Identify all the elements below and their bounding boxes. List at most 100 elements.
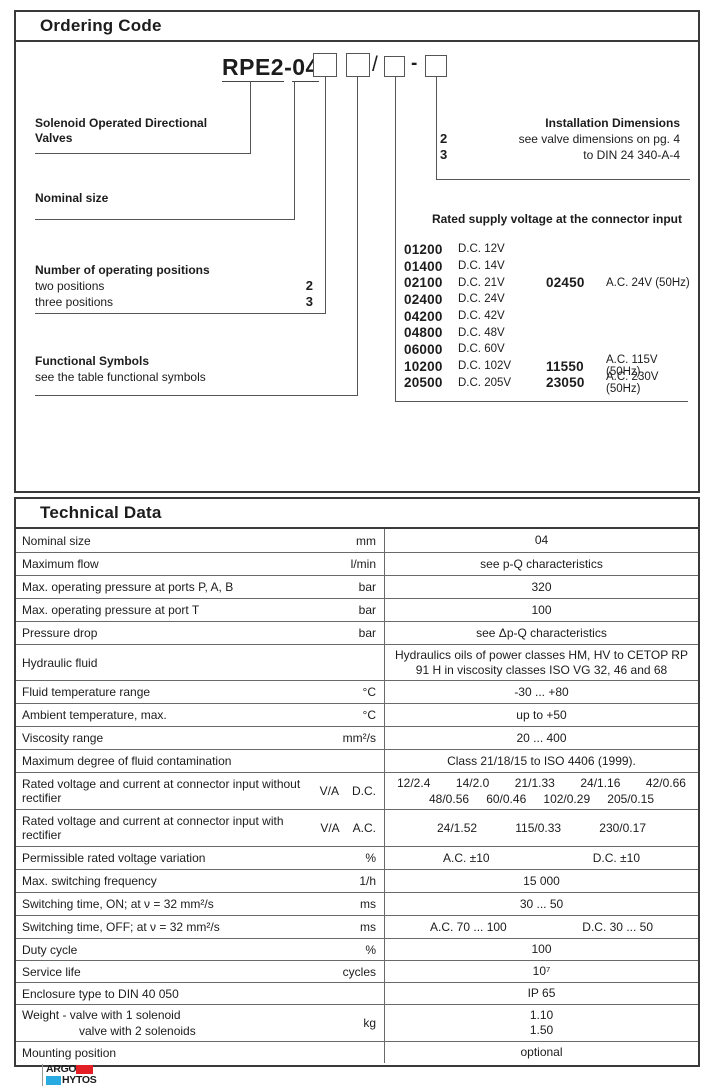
row-param: Max. operating pressure at ports P, A, B bbox=[22, 580, 234, 594]
row-value: IP 65 bbox=[527, 986, 556, 1000]
row-param: Maximum degree of fluid contamination bbox=[22, 754, 232, 768]
voltage-code-ac: 11550 bbox=[546, 358, 584, 374]
voltage-desc-dc: D.C. 60V bbox=[458, 343, 505, 356]
functional-symbols-subtitle: see the table functional symbols bbox=[35, 370, 206, 384]
underline-dimensions bbox=[436, 179, 690, 180]
tech-row-rated-voltage-ac: Rated voltage and current at connector i… bbox=[16, 809, 698, 846]
logo-text-hytos: HYTOS bbox=[62, 1074, 97, 1086]
row-param: Weight - valve with 1 solenoid bbox=[22, 1008, 181, 1022]
installation-option: 2 see valve dimensions on pg. 4 bbox=[440, 131, 680, 147]
underline-solenoid bbox=[35, 153, 251, 154]
argo-hytos-logo: ARGO HYTOS bbox=[42, 1063, 97, 1086]
voltage-row: 04200 D.C. 42V bbox=[404, 308, 690, 325]
connector-line-size bbox=[294, 81, 295, 219]
row-param-line2: valve with 2 solenoids bbox=[79, 1024, 196, 1038]
row-value-line: 12/2.4 14/2.0 21/1.33 24/1.16 42/0.66 bbox=[385, 775, 698, 791]
operating-positions-title: Number of operating positions bbox=[35, 263, 210, 277]
row-param: Switching time, OFF; at ν = 32 mm²/s bbox=[22, 920, 220, 934]
connector-line-positions bbox=[325, 77, 326, 313]
row-unit: kg bbox=[363, 1016, 376, 1030]
voltage-desc-ac: A.C. 230V (50Hz) bbox=[606, 370, 659, 395]
value-part: D.C. ±10 bbox=[592, 851, 640, 865]
row-value: 15 000 bbox=[523, 873, 560, 888]
row-unit-qualifier: A.C. bbox=[352, 821, 376, 835]
voltage-row: 02100 D.C. 21V 02450 A.C. 24V (50Hz) bbox=[404, 274, 690, 291]
installation-option-label: see valve dimensions on pg. 4 bbox=[518, 132, 680, 146]
voltage-row: 01400 D.C. 14V bbox=[404, 258, 690, 275]
tech-row-maximum-flow: Maximum flow l/min see p-Q characteristi… bbox=[16, 552, 698, 575]
nominal-size-label: Nominal size bbox=[35, 191, 109, 205]
row-value: 100 bbox=[531, 942, 552, 956]
row-value: 30 ... 50 bbox=[519, 896, 564, 911]
connector-line-prefix bbox=[250, 81, 251, 153]
value-pair: 21/1.33 bbox=[514, 776, 555, 790]
value-part: D.C. 30 ... 50 bbox=[582, 920, 653, 934]
row-value: 1.10 bbox=[529, 1008, 554, 1022]
position-option: three positions 3 bbox=[35, 294, 313, 310]
tech-row-duty-cycle: Duty cycle % 100 bbox=[16, 938, 698, 960]
position-option: two positions 2 bbox=[35, 278, 313, 294]
row-param: Max. switching frequency bbox=[22, 874, 157, 888]
tech-row-pressure-drop: Pressure drop bar see Δp-Q characteristi… bbox=[16, 621, 698, 644]
code-box-voltage bbox=[384, 56, 405, 77]
row-value-line: A.C. ±10 D.C. ±10 bbox=[385, 850, 698, 866]
row-value: Class 21/18/15 to ISO 4406 (1999). bbox=[447, 753, 636, 768]
row-unit: mm²/s bbox=[342, 731, 376, 745]
row-param: Service life bbox=[22, 964, 81, 979]
row-param: Switching time, ON; at ν = 32 mm²/s bbox=[22, 897, 214, 911]
row-unit: ms bbox=[360, 897, 376, 911]
position-option-label: two positions bbox=[35, 279, 105, 293]
value-pair: 24/1.52 bbox=[437, 821, 478, 835]
value-pair: 115/0.33 bbox=[515, 821, 562, 835]
connector-line-dimensions bbox=[436, 77, 437, 179]
logo-text-argo: ARGO bbox=[46, 1063, 77, 1075]
logo-left-rule bbox=[42, 1064, 43, 1086]
row-param: Nominal size bbox=[22, 533, 91, 548]
voltage-desc-ac: A.C. 24V (50Hz) bbox=[606, 276, 690, 289]
installation-option: 3 to DIN 24 340-A-4 bbox=[440, 147, 680, 163]
row-value: 10⁷ bbox=[532, 964, 551, 978]
logo-cyan-block bbox=[46, 1076, 61, 1085]
row-param: Maximum flow bbox=[22, 557, 99, 571]
voltage-row: 02400 D.C. 24V bbox=[404, 291, 690, 308]
tech-row-fluid-temperature: Fluid temperature range °C -30 ... +80 bbox=[16, 680, 698, 703]
row-unit: cycles bbox=[342, 964, 376, 979]
installation-option-code: 2 bbox=[440, 131, 448, 146]
logo-red-block bbox=[76, 1065, 94, 1074]
row-param: Rated voltage and current at connector i… bbox=[22, 814, 284, 842]
ordering-code-title: Ordering Code bbox=[40, 16, 162, 35]
operating-positions-block: Number of operating positions two positi… bbox=[35, 263, 313, 310]
value-pair: 102/0.29 bbox=[543, 792, 591, 806]
row-unit: V/A bbox=[320, 821, 340, 835]
code-box-dimensions bbox=[425, 55, 447, 77]
voltage-code-dc: 06000 bbox=[404, 341, 443, 357]
tech-row-viscosity-range: Viscosity range mm²/s 20 ... 400 bbox=[16, 726, 698, 749]
voltage-code-dc: 04800 bbox=[404, 325, 443, 341]
position-option-code: 2 bbox=[305, 278, 313, 293]
ordering-code-header: Ordering Code bbox=[16, 12, 698, 42]
code-box-positions bbox=[313, 53, 337, 77]
voltage-code-dc: 02100 bbox=[404, 275, 443, 291]
technical-data-section: Technical Data Nominal size mm 04 Maximu… bbox=[14, 497, 700, 1067]
voltage-row: 06000 D.C. 60V bbox=[404, 341, 690, 358]
tech-row-hydraulic-fluid: Hydraulic fluid Hydraulics oils of power… bbox=[16, 644, 698, 680]
row-param: Pressure drop bbox=[22, 626, 98, 640]
value-pair: 42/0.66 bbox=[645, 776, 686, 790]
row-unit: ms bbox=[360, 920, 376, 934]
row-value: 100 bbox=[531, 602, 552, 617]
code-box-functional-symbol bbox=[346, 53, 370, 77]
value-part: A.C. ±10 bbox=[443, 851, 490, 865]
tech-row-pressure-pab: Max. operating pressure at ports P, A, B… bbox=[16, 575, 698, 598]
code-slash: / bbox=[372, 53, 378, 76]
row-value-line: 48/0.56 60/0.46 102/0.29 205/0.15 bbox=[385, 791, 698, 807]
value-part: A.C. 70 ... 100 bbox=[430, 920, 507, 934]
row-value: -30 ... +80 bbox=[514, 684, 569, 699]
underline-functional bbox=[35, 395, 358, 396]
value-pair: 24/1.16 bbox=[580, 776, 621, 790]
value-pair: 14/2.0 bbox=[455, 776, 490, 790]
voltage-code-dc: 02400 bbox=[404, 291, 443, 307]
position-option-code: 3 bbox=[305, 294, 313, 309]
value-pair: 12/2.4 bbox=[397, 776, 431, 790]
tech-row-voltage-variation: Permissible rated voltage variation % A.… bbox=[16, 846, 698, 869]
installation-option-code: 3 bbox=[440, 147, 448, 162]
